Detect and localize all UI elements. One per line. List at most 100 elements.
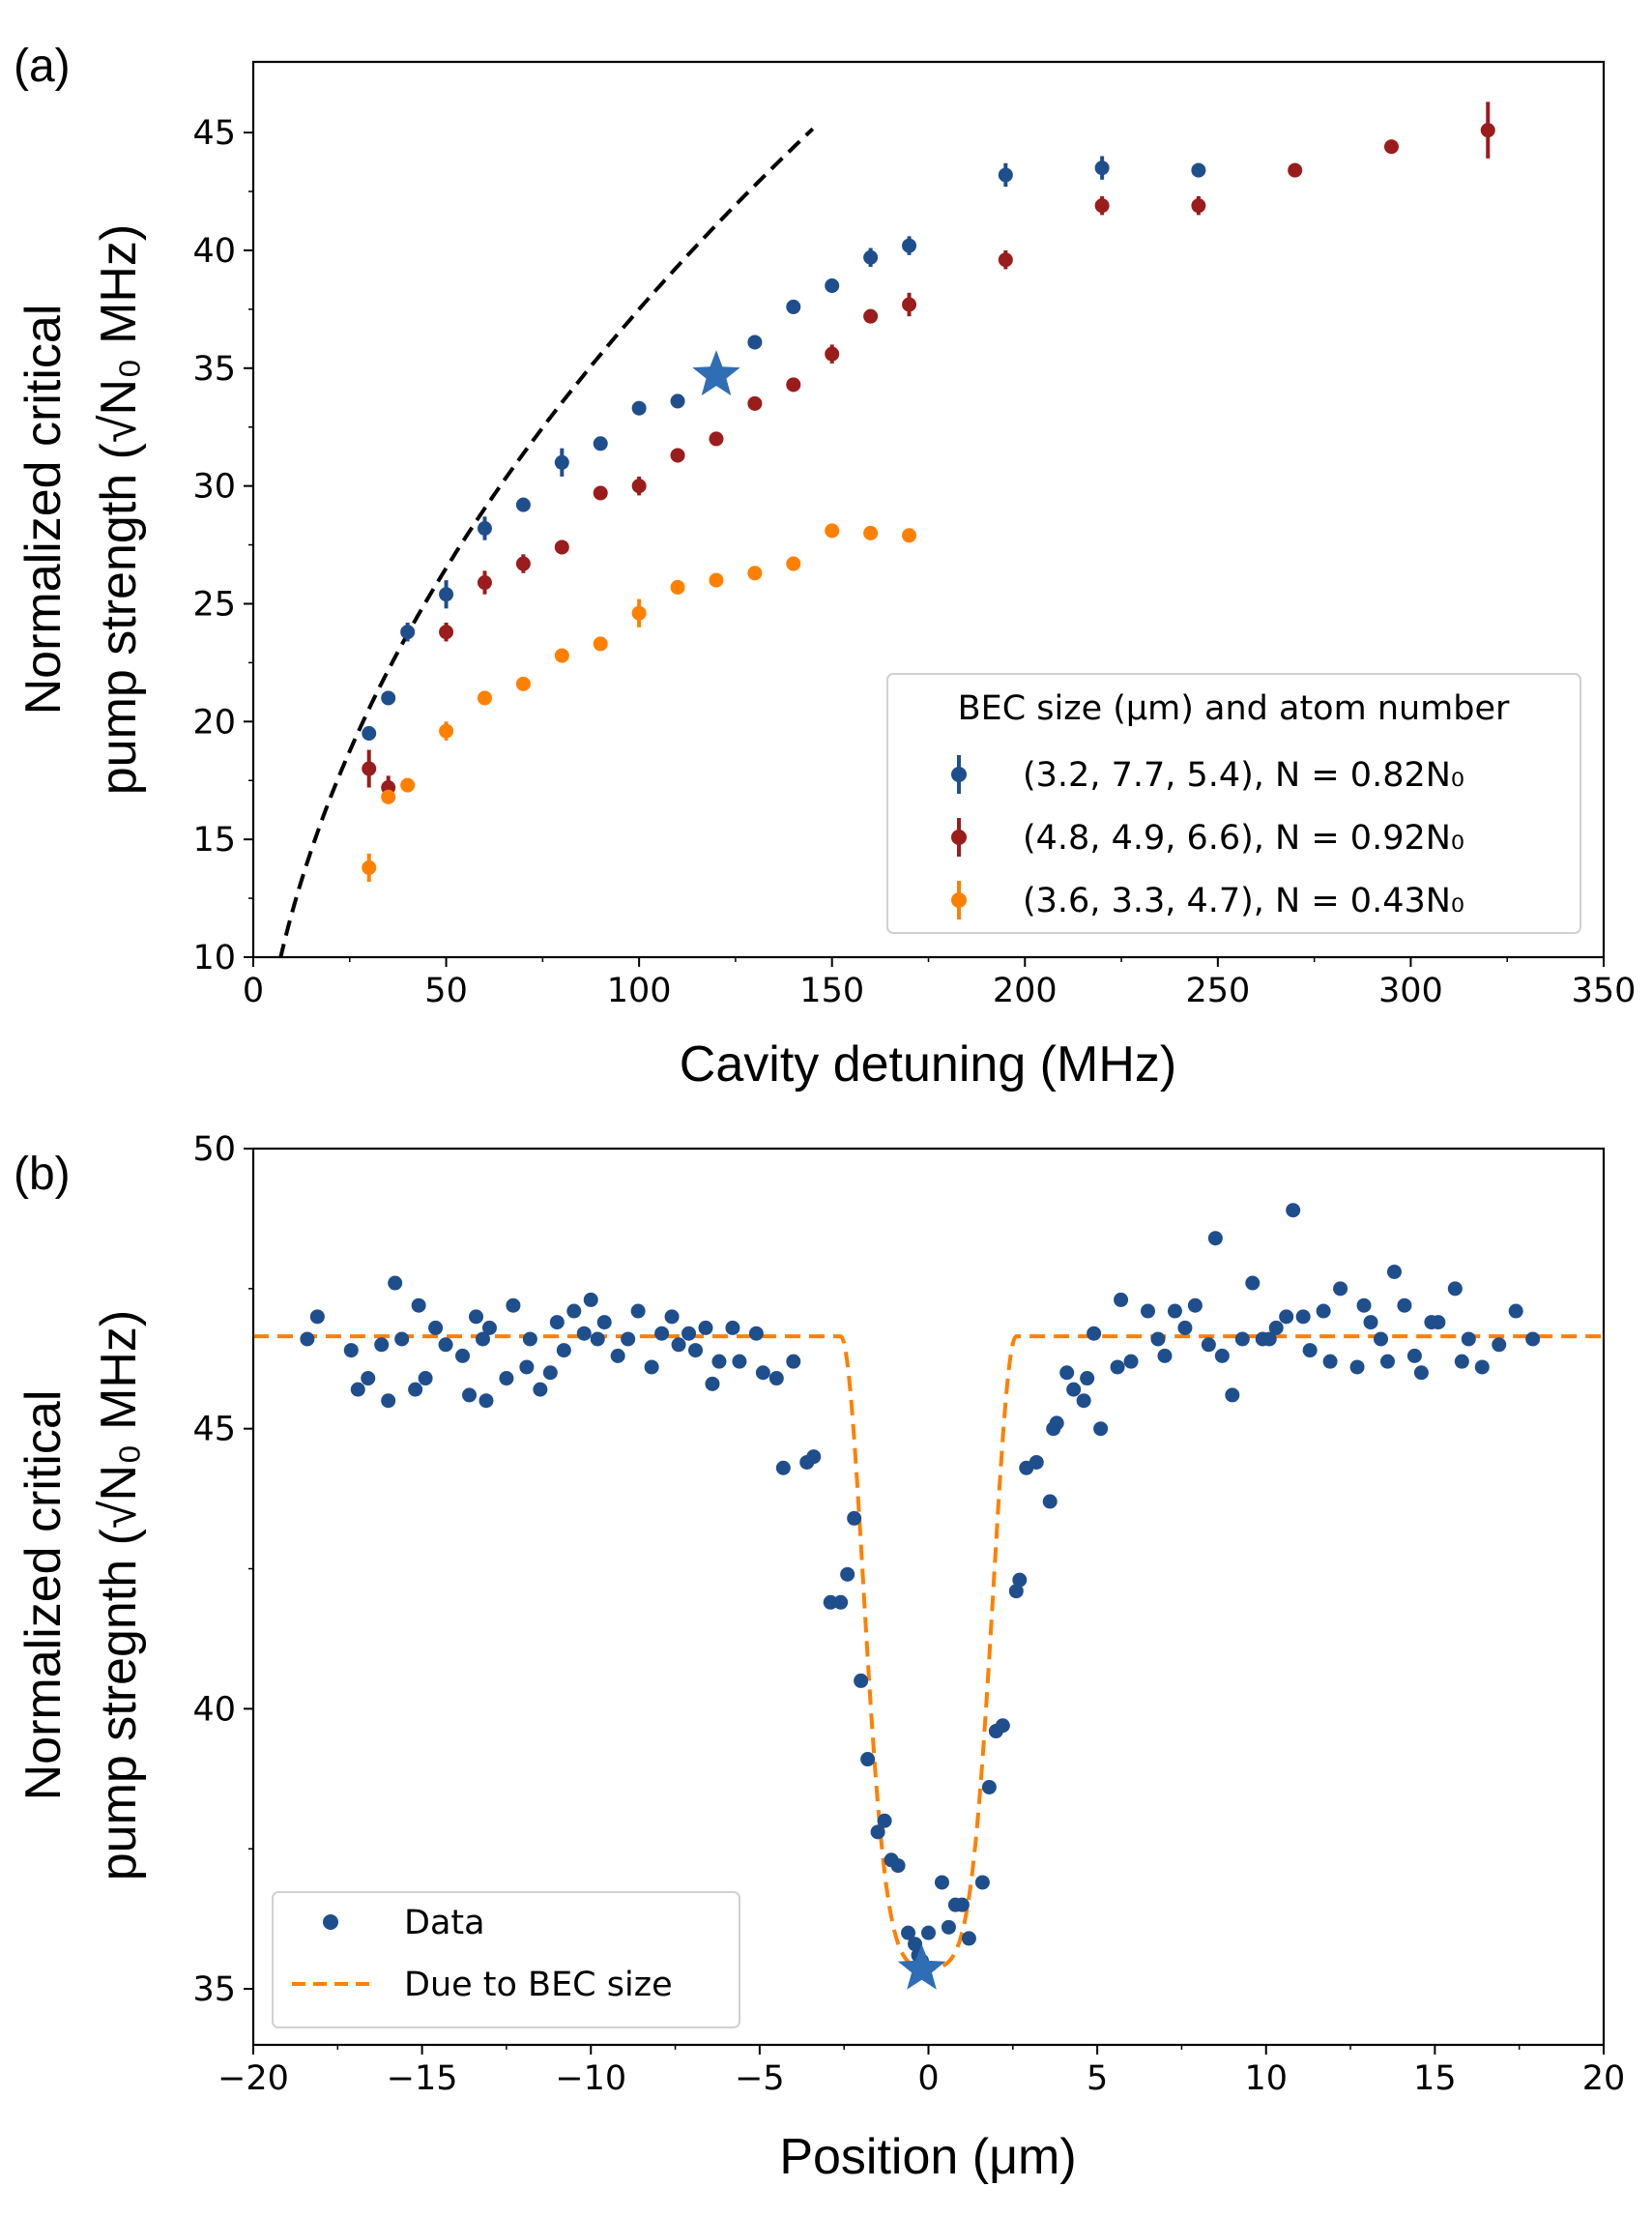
series-1-point bbox=[747, 335, 763, 350]
data-point bbox=[1123, 1354, 1139, 1369]
data-point bbox=[1187, 1298, 1203, 1313]
data-point bbox=[1076, 1393, 1091, 1409]
series-3-point bbox=[902, 528, 917, 543]
data-point bbox=[1413, 1365, 1429, 1381]
data-point bbox=[1150, 1331, 1166, 1347]
data-point bbox=[1316, 1303, 1331, 1319]
series-3-point bbox=[786, 556, 801, 571]
data-point bbox=[775, 1460, 791, 1475]
panel-b-x-tick-label: 20 bbox=[1582, 2059, 1626, 2098]
data-point bbox=[1066, 1382, 1082, 1397]
data-point bbox=[1245, 1275, 1261, 1291]
panel-b-x-tick-label: −5 bbox=[735, 2059, 785, 2098]
panel-a-y-axis-label-line2: pump strength (√N₀ MHz) bbox=[91, 224, 147, 795]
series-3-point bbox=[439, 723, 454, 739]
panel-a-legend-title: BEC size (μm) and atom number bbox=[958, 689, 1510, 728]
data-point bbox=[1295, 1309, 1311, 1325]
data-point bbox=[934, 1875, 949, 1890]
data-point bbox=[478, 1393, 494, 1409]
data-point bbox=[1356, 1298, 1372, 1313]
data-point bbox=[1087, 1326, 1102, 1341]
series-3-point bbox=[477, 690, 492, 706]
panel-b-y-ticks: 35 40 45 50 bbox=[192, 1130, 253, 2009]
series-3-point bbox=[631, 605, 647, 621]
series-2-point bbox=[1288, 162, 1303, 178]
panel-a-x-tick-label: 0 bbox=[243, 972, 264, 1010]
data-point bbox=[506, 1298, 521, 1313]
data-point bbox=[1431, 1315, 1446, 1330]
data-point bbox=[732, 1354, 747, 1369]
panel-b-y-tick-label: 50 bbox=[192, 1130, 236, 1169]
series-3-point bbox=[400, 777, 416, 793]
series-1-point bbox=[515, 497, 531, 512]
data-point bbox=[583, 1292, 598, 1307]
data-point bbox=[654, 1326, 670, 1341]
data-point bbox=[961, 1931, 976, 1946]
series-2-point bbox=[1383, 139, 1399, 155]
panel-b-x-tick-label: −10 bbox=[555, 2059, 626, 2098]
data-point bbox=[974, 1875, 990, 1890]
data-point bbox=[1167, 1303, 1182, 1319]
data-point bbox=[1207, 1231, 1223, 1246]
series-3-point bbox=[515, 676, 531, 691]
data-point bbox=[1157, 1348, 1173, 1363]
data-point bbox=[481, 1320, 497, 1335]
data-point bbox=[644, 1359, 659, 1375]
data-point bbox=[1029, 1454, 1044, 1470]
series-3-point bbox=[554, 648, 569, 663]
data-point bbox=[1349, 1359, 1365, 1375]
data-point bbox=[418, 1371, 433, 1386]
highlight-star-b bbox=[897, 1943, 946, 1990]
data-point bbox=[1093, 1421, 1109, 1437]
data-point bbox=[475, 1331, 490, 1347]
data-point bbox=[1008, 1584, 1024, 1599]
panel-b-y-axis-label-line2: pump stregnth (√N₀ MHz) bbox=[91, 1310, 147, 1881]
data-point bbox=[428, 1320, 444, 1335]
data-point bbox=[901, 1925, 916, 1940]
panel-b-legend-box bbox=[272, 1891, 740, 2028]
data-point bbox=[621, 1331, 636, 1347]
data-point bbox=[1386, 1264, 1402, 1279]
data-point bbox=[786, 1354, 801, 1369]
data-point bbox=[462, 1387, 478, 1403]
data-point bbox=[1373, 1331, 1388, 1347]
panel-a-y-tick-label: 30 bbox=[192, 468, 236, 507]
data-point bbox=[556, 1343, 571, 1358]
series-3-point bbox=[362, 860, 377, 875]
data-point bbox=[596, 1315, 612, 1330]
panel-a-label: (a) bbox=[14, 41, 71, 92]
data-point bbox=[755, 1365, 770, 1381]
data-point bbox=[1525, 1331, 1541, 1347]
series-1-point bbox=[1094, 160, 1110, 176]
series-1-point bbox=[381, 690, 396, 706]
data-point bbox=[610, 1348, 625, 1363]
fit-dashed-curve bbox=[253, 1334, 1604, 1971]
data-point bbox=[1333, 1281, 1348, 1297]
data-point bbox=[1261, 1331, 1277, 1347]
panel-a-y-tick-label: 20 bbox=[192, 703, 236, 742]
data-point bbox=[411, 1298, 426, 1313]
series-1-point bbox=[477, 520, 492, 536]
panel-a-y-tick-label: 15 bbox=[192, 821, 236, 860]
legend-label-series-3: (3.6, 3.3, 4.7), N = 0.43N₀ bbox=[1023, 882, 1464, 920]
series-1-point bbox=[439, 587, 454, 602]
data-point bbox=[361, 1371, 376, 1386]
data-point bbox=[870, 1824, 885, 1840]
data-point bbox=[847, 1510, 862, 1526]
data-point bbox=[768, 1371, 784, 1386]
data-point bbox=[981, 1779, 997, 1794]
series-1-point bbox=[400, 625, 416, 640]
series-1-point bbox=[1191, 162, 1206, 178]
data-point bbox=[300, 1331, 315, 1347]
panel-a-x-tick-label: 100 bbox=[607, 972, 672, 1010]
data-point bbox=[1234, 1331, 1250, 1347]
series-3-point bbox=[747, 566, 763, 581]
data-point bbox=[1225, 1387, 1240, 1403]
data-point bbox=[566, 1303, 582, 1319]
data-point bbox=[1454, 1354, 1469, 1369]
data-point bbox=[542, 1365, 558, 1381]
data-point bbox=[921, 1925, 936, 1940]
data-point bbox=[1363, 1315, 1378, 1330]
legend-label-fit: Due to BEC size bbox=[404, 1966, 673, 2004]
series-1-point bbox=[670, 394, 685, 409]
